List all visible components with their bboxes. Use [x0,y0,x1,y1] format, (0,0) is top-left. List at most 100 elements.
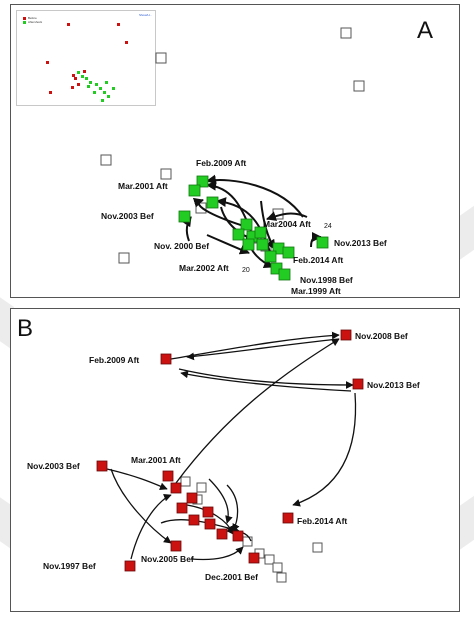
green-node [270,262,283,275]
inset-point [125,41,128,44]
legend-before-label: Before [28,16,37,20]
green-node [240,218,253,231]
label-mar1999-aft: Mar.1999 Aft [291,286,341,296]
arrow [110,468,172,544]
label-feb2014-aft: Feb.2014 Aft [293,255,343,265]
label-mar2001-aft: Mar.2001 Aft [118,181,168,191]
inset-show-hide-link[interactable]: Show/H... [138,13,152,17]
red-node-nov2008 [340,329,352,341]
inset-point [93,91,96,94]
label-nov2008-bef: Nov.2008 Bef [355,331,408,341]
arrow [208,478,233,524]
label-mar2001-aft: Mar.2001 Aft [131,455,181,465]
green-node [282,246,295,259]
arrow [178,368,354,389]
label-feb2009-aft: Feb.2009 Aft [89,355,139,365]
red-node-feb2014 [282,512,294,524]
red-node-mar2001 [162,470,174,482]
green-node [206,196,219,209]
label-feb2014-aft: Feb.2014 Aft [297,516,347,526]
number-24: 24 [324,223,332,230]
red-node [204,518,216,530]
inset-point [72,74,75,77]
inset-point [71,86,74,89]
red-node [188,514,200,526]
red-node-nov2003 [96,460,108,472]
red-node [232,530,244,542]
label-mar2002-aft: Mar.2002 Aft [179,263,229,273]
red-node [170,540,182,552]
empty-node [264,554,275,565]
inset-point [117,23,120,26]
arrow [186,338,340,361]
inset-point [95,83,98,86]
inset-point [83,70,86,73]
inset-point [87,85,90,88]
inset-point [67,23,70,26]
red-node-feb2009 [160,353,172,365]
inset-point [85,77,88,80]
inset-point [105,81,108,84]
legend-swatch-before [23,16,26,20]
inset-point [103,91,106,94]
arrow [206,174,304,218]
inset-point [99,87,102,90]
panel-a: A Before Aftershock Show/H... [10,4,460,298]
inset-point [89,81,92,84]
legend-aftershock-label: Aftershock [28,20,43,24]
arrow [130,493,172,560]
inset-legend: Before Aftershock [23,16,42,24]
empty-node [353,80,365,92]
label-nov2013-bef: Nov.2013 Bef [334,238,387,248]
empty-node [196,482,207,493]
red-node [216,528,228,540]
empty-node [155,52,167,64]
red-node [186,492,198,504]
arrow [106,468,168,491]
empty-node [312,542,323,553]
panel-b-letter: B [17,315,34,342]
empty-node [118,252,130,264]
red-node-nov1997 [124,560,136,572]
label-nov1998-bef: Nov.1998 Bef [300,275,353,285]
empty-node [276,572,287,583]
green-node [254,226,267,239]
inset-point [77,71,80,74]
green-node [242,238,255,251]
number-20: 20 [242,267,250,274]
label-nov1997-bef: Nov.1997 Bef [43,561,96,571]
inset-point [77,83,80,86]
empty-node [180,476,191,487]
label-dec2001-bef: Dec.2001 Bef [205,572,258,582]
empty-node [340,27,352,39]
inset-point [101,99,104,102]
label-mar2004-aft: Mar2004 Aft [263,219,311,229]
arrow [175,338,340,484]
green-node [196,175,209,188]
arrow [292,392,357,507]
green-node [316,236,329,249]
empty-node [242,536,253,547]
inset-point [81,75,84,78]
label-nov2005-bef: Nov.2005 Bef [141,554,194,564]
green-node [264,250,277,263]
arrow [206,234,250,255]
red-node [202,506,214,518]
empty-node [160,168,172,180]
panel-a-diagram: Feb.2009 Aft Mar.2001 Aft Nov.2003 Bef N… [100,27,387,296]
panel-b: B [10,308,460,612]
arrow [190,546,244,561]
label-nov2013-bef: Nov.2013 Bef [367,380,420,390]
green-node [232,228,245,241]
red-node-nov2013 [352,378,364,390]
arrow [192,197,248,228]
empty-node [272,562,283,573]
red-node [170,482,182,494]
inset-point [112,87,115,90]
inset-point [49,91,52,94]
inset-scatter [46,23,128,102]
label-nov2003-bef: Nov.2003 Bef [101,211,154,221]
legend-swatch-aftershock [23,20,26,24]
red-node [176,502,188,514]
inset-point [107,95,110,98]
